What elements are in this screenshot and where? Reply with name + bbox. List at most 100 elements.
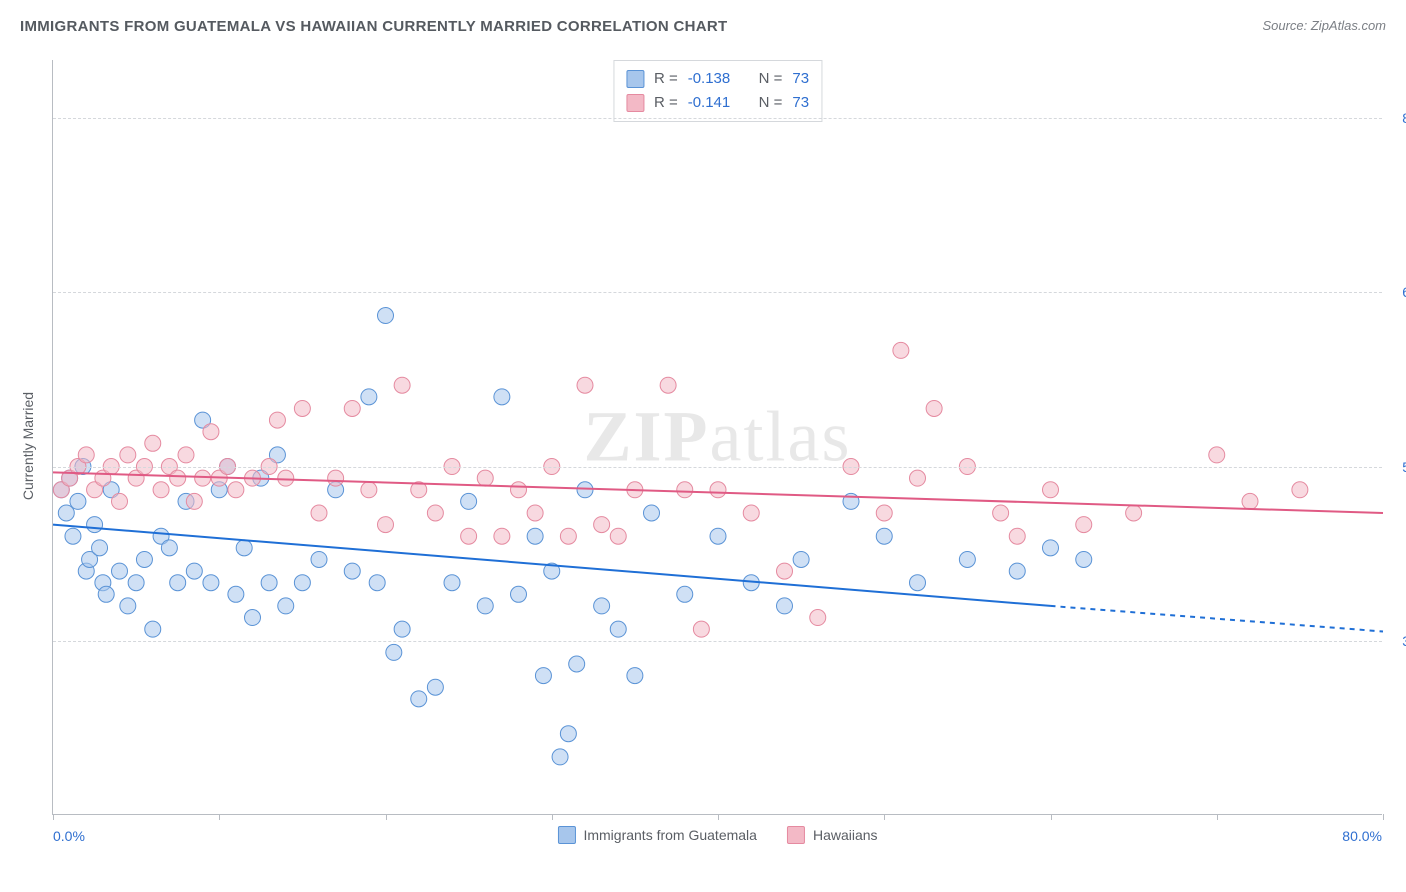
data-point xyxy=(386,644,402,660)
data-point xyxy=(236,540,252,556)
data-point xyxy=(427,679,443,695)
data-point xyxy=(361,389,377,405)
data-point xyxy=(186,493,202,509)
bottom-legend: Immigrants from GuatemalaHawaiians xyxy=(557,826,877,844)
data-point xyxy=(269,412,285,428)
legend-swatch xyxy=(626,70,644,88)
data-point xyxy=(993,505,1009,521)
data-point xyxy=(461,493,477,509)
data-point xyxy=(153,482,169,498)
data-point xyxy=(311,505,327,521)
data-point xyxy=(511,482,527,498)
data-point xyxy=(186,563,202,579)
data-point xyxy=(677,586,693,602)
data-point xyxy=(112,493,128,509)
data-point xyxy=(203,575,219,591)
data-point xyxy=(1076,517,1092,533)
data-point xyxy=(527,505,543,521)
data-point xyxy=(411,691,427,707)
data-point xyxy=(1292,482,1308,498)
data-point xyxy=(278,470,294,486)
data-point xyxy=(170,470,186,486)
trend-line-extrapolated xyxy=(1051,606,1384,632)
data-point xyxy=(893,342,909,358)
data-point xyxy=(311,551,327,567)
data-point xyxy=(128,575,144,591)
x-tick xyxy=(386,814,387,820)
data-point xyxy=(1043,482,1059,498)
n-label: N = xyxy=(759,91,783,115)
data-point xyxy=(569,656,585,672)
x-axis-max-label: 80.0% xyxy=(1342,828,1382,844)
n-label: N = xyxy=(759,67,783,91)
x-tick xyxy=(552,814,553,820)
y-tick-label: 80.0% xyxy=(1402,110,1406,126)
data-point xyxy=(65,528,81,544)
data-point xyxy=(777,598,793,614)
stats-row: R =-0.141 N =73 xyxy=(626,91,809,115)
x-axis-min-label: 0.0% xyxy=(53,828,85,844)
data-point xyxy=(145,621,161,637)
data-point xyxy=(876,528,892,544)
data-point xyxy=(610,621,626,637)
data-point xyxy=(677,482,693,498)
gridline xyxy=(53,641,1382,642)
scatter-svg xyxy=(53,60,1382,814)
data-point xyxy=(660,377,676,393)
data-point xyxy=(910,575,926,591)
x-tick xyxy=(1383,814,1384,820)
legend-label: Immigrants from Guatemala xyxy=(583,827,757,843)
data-point xyxy=(294,400,310,416)
data-point xyxy=(78,447,94,463)
data-point xyxy=(92,540,108,556)
data-point xyxy=(594,517,610,533)
data-point xyxy=(627,668,643,684)
y-tick-label: 65.0% xyxy=(1402,284,1406,300)
data-point xyxy=(926,400,942,416)
legend-item: Immigrants from Guatemala xyxy=(557,826,757,844)
r-label: R = xyxy=(654,91,678,115)
data-point xyxy=(1009,528,1025,544)
data-point xyxy=(1009,563,1025,579)
data-point xyxy=(1242,493,1258,509)
legend-swatch xyxy=(557,826,575,844)
data-point xyxy=(1209,447,1225,463)
y-tick-label: 50.0% xyxy=(1402,459,1406,475)
data-point xyxy=(245,610,261,626)
legend-swatch xyxy=(787,826,805,844)
data-point xyxy=(494,528,510,544)
legend-swatch xyxy=(626,94,644,112)
x-tick xyxy=(718,814,719,820)
data-point xyxy=(58,505,74,521)
chart-plot-area: ZIPatlas R =-0.138 N =73R =-0.141 N =73 … xyxy=(52,60,1382,815)
r-label: R = xyxy=(654,67,678,91)
x-tick xyxy=(1217,814,1218,820)
n-value: 73 xyxy=(792,67,809,91)
data-point xyxy=(1043,540,1059,556)
data-point xyxy=(70,493,86,509)
data-point xyxy=(161,540,177,556)
data-point xyxy=(394,377,410,393)
data-point xyxy=(361,482,377,498)
data-point xyxy=(369,575,385,591)
data-point xyxy=(228,482,244,498)
data-point xyxy=(461,528,477,544)
source-label: Source: ZipAtlas.com xyxy=(1262,18,1386,33)
data-point xyxy=(120,598,136,614)
data-point xyxy=(378,308,394,324)
x-tick xyxy=(884,814,885,820)
data-point xyxy=(710,528,726,544)
data-point xyxy=(1126,505,1142,521)
data-point xyxy=(98,586,114,602)
data-point xyxy=(328,470,344,486)
data-point xyxy=(344,563,360,579)
data-point xyxy=(136,551,152,567)
data-point xyxy=(1076,551,1092,567)
data-point xyxy=(178,447,194,463)
x-tick xyxy=(1051,814,1052,820)
data-point xyxy=(170,575,186,591)
data-point xyxy=(793,551,809,567)
gridline xyxy=(53,292,1382,293)
n-value: 73 xyxy=(792,91,809,115)
data-point xyxy=(560,528,576,544)
